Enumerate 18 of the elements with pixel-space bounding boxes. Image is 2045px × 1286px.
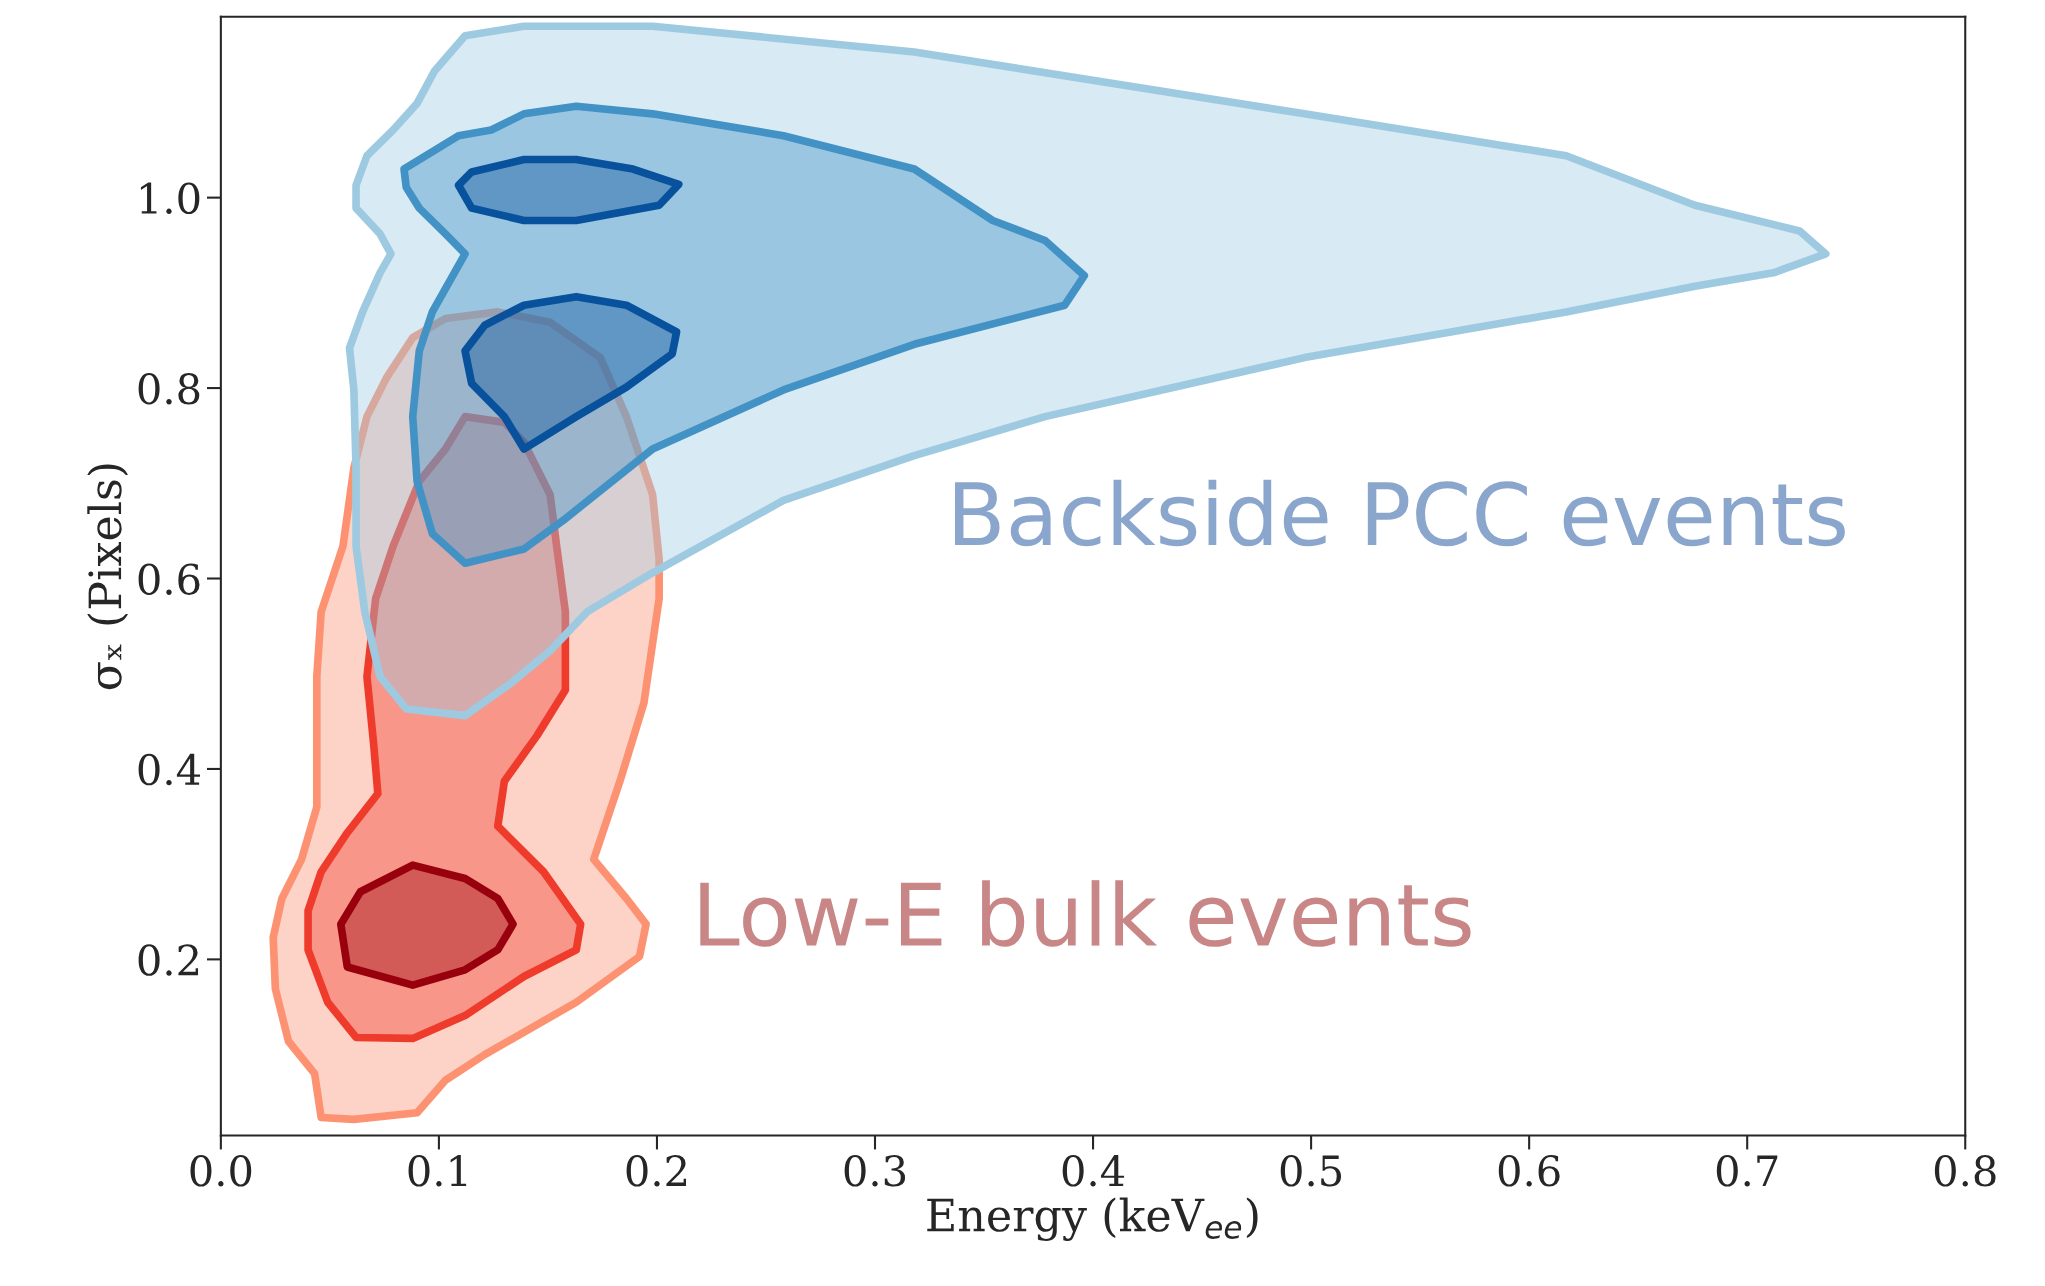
x-tick-label: 0.4: [1062, 1155, 1125, 1187]
y-tick-label: 0.4: [138, 753, 201, 786]
annotation: Backside PCC events: [954, 479, 1845, 547]
y-axis-title: σₓ (Pixels): [87, 464, 128, 690]
x-tick-label: 0.2: [626, 1155, 686, 1187]
y-tick-label: 1.0: [140, 182, 200, 215]
x-tick-label: 0.5: [1280, 1155, 1342, 1187]
x-tick-label: 0.0: [190, 1155, 252, 1187]
x-tick-label: 0.1: [408, 1155, 467, 1187]
y-tick-label: 0.6: [138, 563, 200, 595]
y-tick-label: 0.2: [138, 944, 199, 976]
x-tick-label: 0.7: [1716, 1155, 1778, 1187]
x-axis-title: Energy (keV$_{ee}$): [927, 1197, 1258, 1242]
y-tick-label: 0.8: [138, 372, 200, 405]
x-tick-label: 0.6: [1498, 1155, 1560, 1187]
x-tick-label: 0.3: [844, 1155, 906, 1187]
annotation: Low-E bulk events: [700, 880, 1471, 947]
x-tick-label: 0.8: [1934, 1155, 1996, 1187]
